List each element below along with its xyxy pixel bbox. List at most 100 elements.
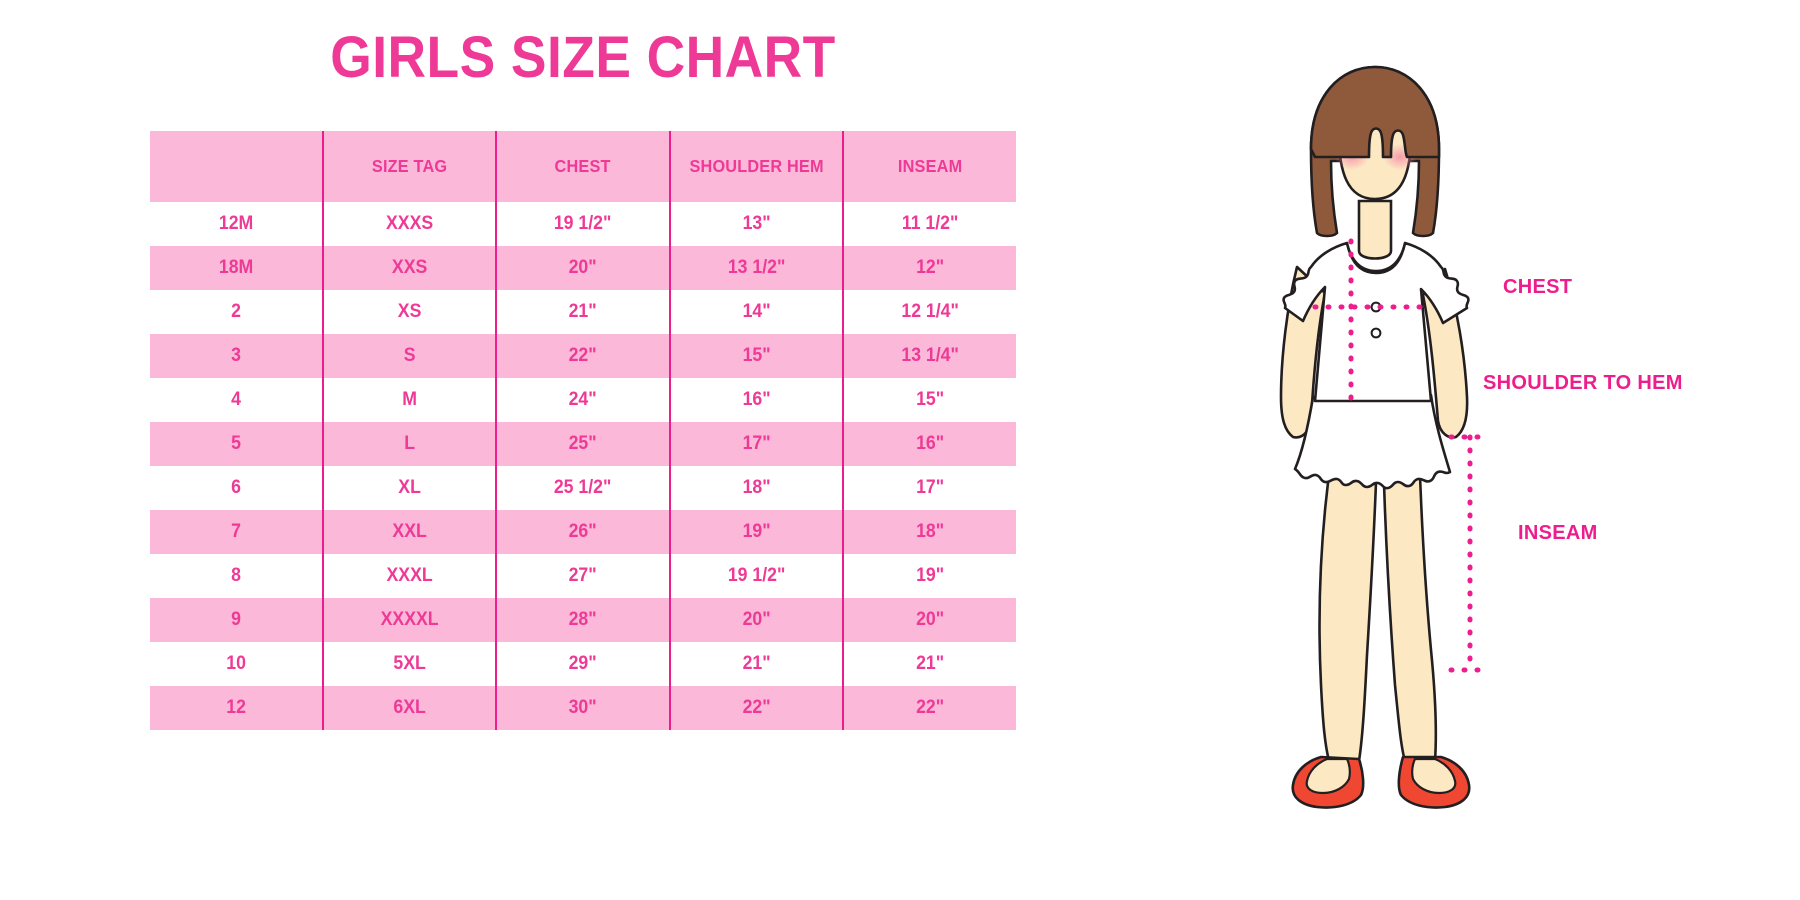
cell-inseam: 13 1/4" — [841, 334, 1016, 378]
cell-chest-label: 22" — [568, 345, 597, 366]
cell-chest: 21" — [495, 290, 670, 334]
cell-size-label: 12M — [218, 213, 254, 234]
cell-size-tag-label: M — [402, 389, 418, 410]
column-header-inseam: INSEAM — [841, 131, 1016, 202]
cell-shoulder-hem-label: 19 1/2" — [727, 565, 785, 586]
cell-chest-label: 28" — [568, 609, 597, 630]
cell-shoulder-hem-label: 22" — [742, 697, 771, 718]
cell-size: 2 — [150, 290, 324, 334]
cell-inseam: 19" — [841, 554, 1016, 598]
cell-size-tag-label: XL — [398, 477, 422, 498]
neckline — [1345, 242, 1407, 275]
cell-shoulder-hem-label: 18" — [742, 477, 771, 498]
cell-chest: 26" — [495, 510, 670, 554]
cell-size-label: 2 — [231, 301, 242, 322]
cell-inseam: 22" — [841, 686, 1016, 730]
cell-chest: 27" — [495, 554, 670, 598]
cell-size: 8 — [150, 554, 324, 598]
cell-chest-label: 20" — [568, 257, 597, 278]
cell-size-label: 18M — [218, 257, 254, 278]
cell-shoulder-hem-label: 13" — [742, 213, 771, 234]
cell-inseam-label: 15" — [915, 389, 944, 410]
cell-size-tag-label: XS — [397, 301, 422, 322]
head — [1309, 65, 1441, 238]
cell-shoulder-hem: 18" — [668, 466, 843, 510]
callout-label-chest: CHEST — [1503, 276, 1573, 298]
cell-chest-label: 19 1/2" — [554, 213, 612, 234]
column-header-shoulder-hem-label: SHOULDER HEM — [689, 156, 824, 176]
measurement-guides — [1312, 238, 1489, 673]
cell-chest-label: 25" — [568, 433, 597, 454]
cell-size-tag: 5XL — [322, 642, 497, 686]
table-row: 9 XXXXL 28" 20" 20" — [150, 598, 1016, 642]
cell-inseam: 18" — [841, 510, 1016, 554]
cell-size-tag: XS — [322, 290, 497, 334]
cell-shoulder-hem-label: 14" — [742, 301, 771, 322]
cell-shoulder-hem-label: 19" — [742, 521, 771, 542]
cell-size-tag: XXXL — [322, 554, 497, 598]
callout-label-inseam: INSEAM — [1518, 522, 1598, 544]
cell-shoulder-hem: 13" — [668, 202, 843, 246]
cell-chest: 19 1/2" — [495, 202, 670, 246]
cell-size: 5 — [150, 422, 324, 466]
cell-size-tag: L — [322, 422, 497, 466]
table-row: 12 6XL 30" 22" 22" — [150, 686, 1016, 730]
cell-inseam: 21" — [841, 642, 1016, 686]
cell-size-label: 6 — [231, 477, 242, 498]
cell-size: 3 — [150, 334, 324, 378]
cell-chest: 24" — [495, 378, 670, 422]
cell-chest-label: 24" — [568, 389, 597, 410]
table-row: 6 XL 25 1/2" 18" 17" — [150, 466, 1016, 510]
column-header-chest: CHEST — [495, 131, 670, 202]
cell-chest-label: 30" — [568, 697, 597, 718]
cell-chest: 25 1/2" — [495, 466, 670, 510]
cell-size: 6 — [150, 466, 324, 510]
cell-size-tag-label: L — [404, 433, 416, 454]
cell-inseam-label: 16" — [915, 433, 944, 454]
cell-shoulder-hem-label: 20" — [742, 609, 771, 630]
cell-shoulder-hem: 21" — [668, 642, 843, 686]
cell-size-label: 10 — [226, 653, 246, 674]
cell-shoulder-hem: 20" — [668, 598, 843, 642]
cell-inseam-label: 21" — [915, 653, 944, 674]
cell-chest-label: 29" — [568, 653, 597, 674]
cell-chest-label: 27" — [568, 565, 597, 586]
table-row: 5 L 25" 17" 16" — [150, 422, 1016, 466]
table-row: 3 S 22" 15" 13 1/4" — [150, 334, 1016, 378]
table-row: 4 M 24" 16" 15" — [150, 378, 1016, 422]
neck — [1357, 199, 1393, 260]
cell-size-tag: M — [322, 378, 497, 422]
table-row: 12M XXXS 19 1/2" 13" 11 1/2" — [150, 202, 1016, 246]
table-row: 18M XXS 20" 13 1/2" 12" — [150, 246, 1016, 290]
cell-inseam: 12 1/4" — [841, 290, 1016, 334]
cell-inseam-label: 12" — [915, 257, 944, 278]
cell-inseam-label: 11 1/2" — [901, 213, 959, 234]
cell-size-tag: XXXS — [322, 202, 497, 246]
column-header-inseam-label: INSEAM — [897, 156, 963, 176]
cell-size: 4 — [150, 378, 324, 422]
cell-shoulder-hem: 19 1/2" — [668, 554, 843, 598]
cell-chest: 25" — [495, 422, 670, 466]
cell-size-label: 7 — [231, 521, 242, 542]
cell-shoulder-hem-label: 21" — [742, 653, 771, 674]
cell-size-tag: XXL — [322, 510, 497, 554]
cell-size-tag: XXXXL — [322, 598, 497, 642]
cell-size-tag-label: S — [403, 345, 416, 366]
figure-body — [1279, 65, 1489, 809]
size-chart-table: SIZE TAG CHEST SHOULDER HEM INSEAM 12M XX… — [150, 131, 1016, 730]
cell-chest-label: 26" — [568, 521, 597, 542]
cell-inseam-label: 18" — [915, 521, 944, 542]
cell-chest: 20" — [495, 246, 670, 290]
cell-chest-label: 25 1/2" — [554, 477, 612, 498]
cell-size: 7 — [150, 510, 324, 554]
cell-inseam-label: 17" — [915, 477, 944, 498]
cell-shoulder-hem-label: 15" — [742, 345, 771, 366]
cell-shoulder-hem: 13 1/2" — [668, 246, 843, 290]
cell-size-label: 5 — [231, 433, 242, 454]
cell-size-label: 8 — [231, 565, 242, 586]
cell-shoulder-hem: 15" — [668, 334, 843, 378]
column-header-shoulder-hem: SHOULDER HEM — [668, 131, 843, 202]
cell-size-tag-label: XXXS — [386, 213, 434, 234]
cell-size: 12M — [150, 202, 324, 246]
cell-chest: 29" — [495, 642, 670, 686]
